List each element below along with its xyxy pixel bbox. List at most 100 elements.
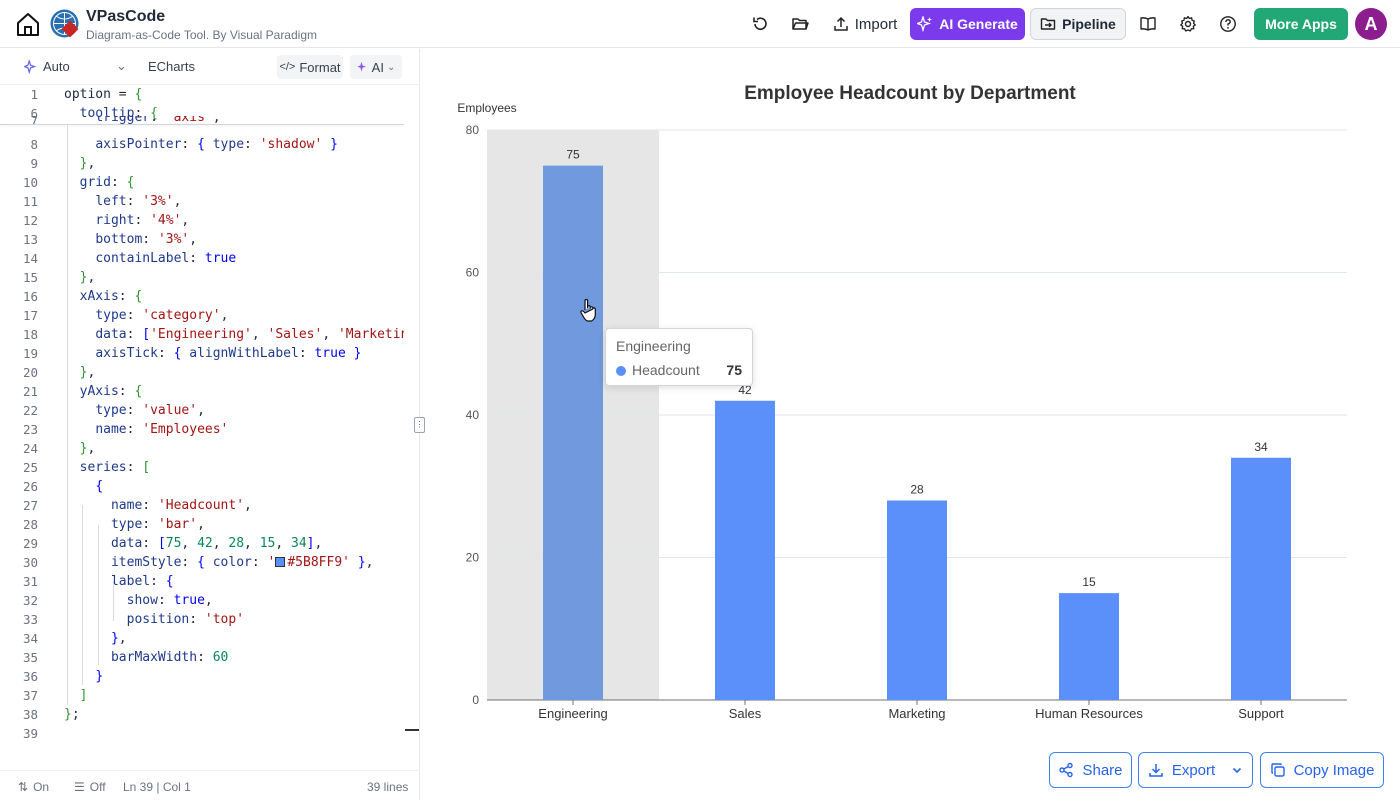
code-line: 33 position: 'top' [22, 612, 245, 627]
code-line: 20 }, [22, 365, 96, 380]
bar-marketing[interactable] [887, 500, 947, 701]
indent-guide [113, 581, 114, 621]
code-line: 23 name: 'Employees' [22, 422, 229, 437]
folder-arrow-icon [1040, 18, 1056, 30]
data-label: 34 [1254, 440, 1268, 454]
sparkle-icon [24, 59, 37, 74]
settings-gear-icon[interactable] [1174, 8, 1202, 40]
code-line: 21 yAxis: { [22, 384, 143, 399]
undo-icon[interactable] [746, 8, 774, 40]
pipeline-label: Pipeline [1062, 16, 1116, 32]
word-wrap-toggle[interactable]: ⇅ On [18, 780, 49, 794]
code-brackets-icon: </> [279, 61, 296, 73]
home-icon[interactable] [14, 10, 42, 38]
code-line: 18 data: ['Engineering', 'Sales', 'Marke… [22, 327, 404, 342]
y-tick-label: 60 [466, 266, 480, 280]
copy-image-button[interactable]: Copy Image [1260, 752, 1384, 788]
code-line: 27 name: 'Headcount', [22, 498, 252, 513]
code-line: 35 barMaxWidth: 60 [22, 650, 229, 665]
line-count: 39 lines [367, 780, 409, 794]
import-button[interactable]: Import [826, 8, 904, 40]
library-label[interactable]: ECharts [148, 59, 195, 74]
indent-guide [98, 525, 99, 665]
code-line: 9 }, [30, 156, 96, 171]
data-label: 15 [1082, 575, 1096, 589]
code-line: 17 type: 'category', [22, 308, 229, 323]
chart-preview-pane: Employee Headcount by Department Employe… [421, 49, 1400, 800]
code-area[interactable]: 1 option = { 6 tooltip: { 7 trigger: 'axi… [0, 85, 404, 770]
data-label: 42 [738, 383, 752, 397]
code-line: 39 [22, 726, 38, 741]
bar-engineering[interactable] [543, 165, 603, 700]
code-line: 26 { [22, 479, 104, 494]
mode-dropdown[interactable]: Auto [24, 59, 70, 74]
app-header: VPasCode Diagram-as-Code Tool. By Visual… [0, 0, 1400, 48]
bar-support[interactable] [1231, 457, 1291, 700]
sparkle-icon [357, 61, 366, 72]
more-apps-button[interactable]: More Apps [1254, 8, 1348, 40]
chevron-down-icon [1233, 767, 1242, 774]
code-line: 1 option = { [30, 87, 143, 102]
code-line: 31 label: { [22, 574, 174, 589]
app-logo-icon [49, 8, 80, 39]
code-line: 25 series: [ [22, 460, 151, 475]
y-tick-label: 20 [466, 551, 480, 565]
bar-chart[interactable]: Employee Headcount by Department Employe… [421, 49, 1400, 739]
code-line: 28 type: 'bar', [22, 517, 205, 532]
download-icon [1149, 764, 1163, 777]
indent-guide [67, 125, 68, 705]
code-line: 13 bottom: '3%', [22, 232, 198, 247]
bar-sales[interactable] [715, 400, 775, 700]
tooltip-series-name: Headcount [632, 362, 700, 378]
bar-human-resources[interactable] [1059, 593, 1119, 700]
lint-toggle[interactable]: ☰ Off [74, 780, 106, 794]
share-icon [1059, 762, 1074, 778]
mode-label: Auto [43, 59, 70, 74]
ai-generate-button[interactable]: AI Generate [910, 8, 1025, 40]
code-line: 19 axisTick: { alignWithLabel: true } [22, 346, 362, 361]
help-icon[interactable] [1214, 8, 1242, 40]
code-line: 16 xAxis: { [22, 289, 143, 304]
ai-assist-button[interactable]: AI ⌄ [350, 55, 402, 79]
share-button[interactable]: Share [1049, 752, 1132, 788]
code-line: 34 }, [22, 631, 127, 646]
user-avatar[interactable]: A [1355, 8, 1387, 40]
app-subtitle: Diagram-as-Code Tool. By Visual Paradigm [86, 28, 317, 42]
code-line: 7 trigger: 'axis', [30, 116, 221, 128]
code-editor-pane: Auto ⌄ ECharts </> Format AI ⌄ 1 option =… [0, 49, 420, 800]
x-tick-label: Marketing [888, 706, 945, 721]
data-label: 28 [910, 483, 924, 497]
x-tick-label: Human Resources [1035, 706, 1143, 721]
code-line: 14 containLabel: true [22, 251, 237, 266]
code-line: 11 left: '3%', [22, 194, 182, 209]
format-label: Format [299, 59, 341, 75]
pipeline-button[interactable]: Pipeline [1030, 8, 1126, 40]
code-line: 30 itemStyle: { color: ' #5B8FF9' }, [22, 555, 374, 570]
code-line: 10 grid: { [22, 175, 135, 190]
tooltip-value: 75 [726, 362, 742, 378]
code-line: 24 }, [22, 441, 96, 456]
ai-label: AI [371, 59, 384, 75]
export-button[interactable]: Export [1138, 752, 1253, 788]
pane-resize-handle[interactable]: ⋮ [414, 417, 425, 433]
scrollbar-marker[interactable] [405, 729, 419, 731]
list-icon: ☰ [74, 780, 85, 794]
format-button[interactable]: </> Format [277, 55, 343, 79]
code-line: 6 tooltip: { [30, 106, 158, 121]
code-line: 12 right: '4%', [22, 213, 190, 228]
open-folder-icon[interactable] [786, 8, 814, 40]
code-line: 36 } [22, 669, 104, 684]
code-line: 38}; [22, 707, 80, 722]
book-icon[interactable] [1134, 8, 1162, 40]
ai-generate-label: AI Generate [939, 16, 1018, 32]
share-label: Share [1082, 761, 1123, 779]
chevron-down-icon[interactable]: ⌄ [116, 58, 127, 73]
y-tick-label: 40 [466, 408, 480, 422]
sparkle-icon [917, 16, 933, 32]
hand-cursor-icon [580, 298, 596, 322]
editor-toolbar: Auto ⌄ ECharts </> Format AI ⌄ [0, 49, 420, 85]
y-tick-label: 80 [466, 123, 480, 137]
lint-state: Off [89, 780, 106, 794]
code-line: 32 show: true, [22, 593, 213, 608]
code-line: 8 axisPointer: { type: 'shadow' } [30, 137, 338, 152]
